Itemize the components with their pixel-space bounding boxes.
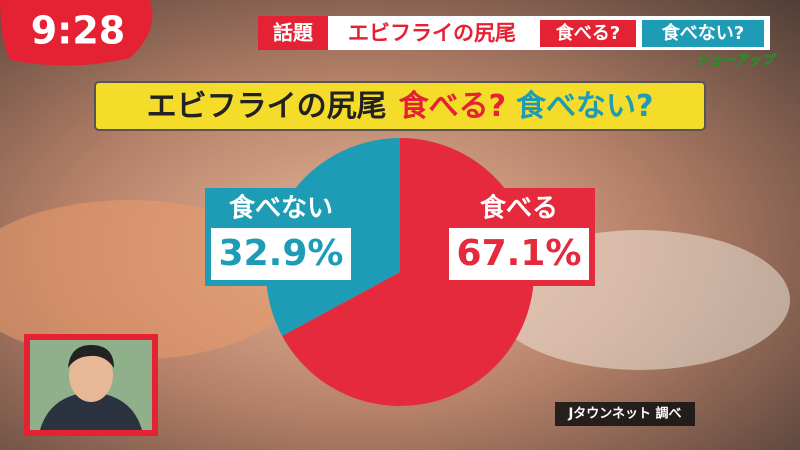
value-label: 32.9%	[219, 233, 344, 274]
value-label: 67.1%	[457, 233, 582, 274]
title-part: 食べない?	[516, 89, 653, 124]
title-banner	[94, 81, 706, 131]
header-option: 食べない?	[661, 22, 744, 44]
inset-person-body	[40, 392, 142, 430]
option-box	[642, 20, 764, 47]
slice-label: 食べない	[229, 193, 333, 224]
inset-person-head	[69, 348, 113, 402]
chart-title: エビフライの尻尾 食べる? 食べない?	[147, 89, 654, 124]
logo: ショーアップ	[696, 53, 776, 69]
header-topic: エビフライの尻尾	[348, 21, 516, 45]
pie-chart: 食べる 67.1% 食べない 32.9%	[205, 138, 595, 406]
option-box	[540, 20, 636, 47]
inset-person-hair	[68, 345, 114, 368]
source-box	[555, 402, 695, 426]
source: Jタウンネット 調べ	[567, 406, 681, 422]
slice-label: 食べる	[480, 193, 558, 224]
title-part: 食べる?	[399, 89, 506, 124]
header-option: 食べる?	[555, 22, 620, 44]
clock: 9:28	[31, 9, 126, 53]
tag-box	[258, 16, 328, 50]
label-value-box	[211, 228, 351, 280]
title-part: エビフライの尻尾	[147, 89, 387, 124]
label-value-box	[449, 228, 589, 280]
header-tag: 話題	[273, 21, 314, 45]
clock-badge	[0, 0, 153, 66]
